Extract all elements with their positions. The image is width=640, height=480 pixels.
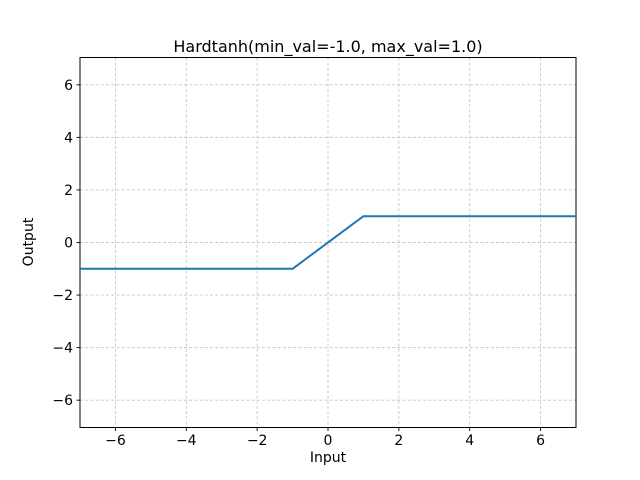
x-tick-label: 6 [536,433,545,449]
plot-border [79,57,577,428]
y-tick-label: 6 [64,78,73,94]
y-tick-label: 4 [64,130,73,146]
x-tick-label: −4 [176,433,197,449]
y-tick-label: −6 [52,393,73,409]
x-tick-label: −2 [247,433,268,449]
y-axis-label: Output [21,217,37,267]
x-tick-label: 0 [324,433,333,449]
y-tick-label: 2 [64,183,73,199]
x-axis-label: Input [309,450,347,466]
x-tick-label: 2 [394,433,403,449]
x-tick-label: −6 [105,433,126,449]
y-tick-label: 0 [64,236,73,252]
y-tick-label: −2 [52,288,73,304]
chart-title: Hardtanh(min_val=-1.0, max_val=1.0) [173,37,483,56]
x-tick-label: 4 [465,433,474,449]
y-tick-label: −4 [52,341,73,357]
series-line-hardtanh [80,215,576,270]
